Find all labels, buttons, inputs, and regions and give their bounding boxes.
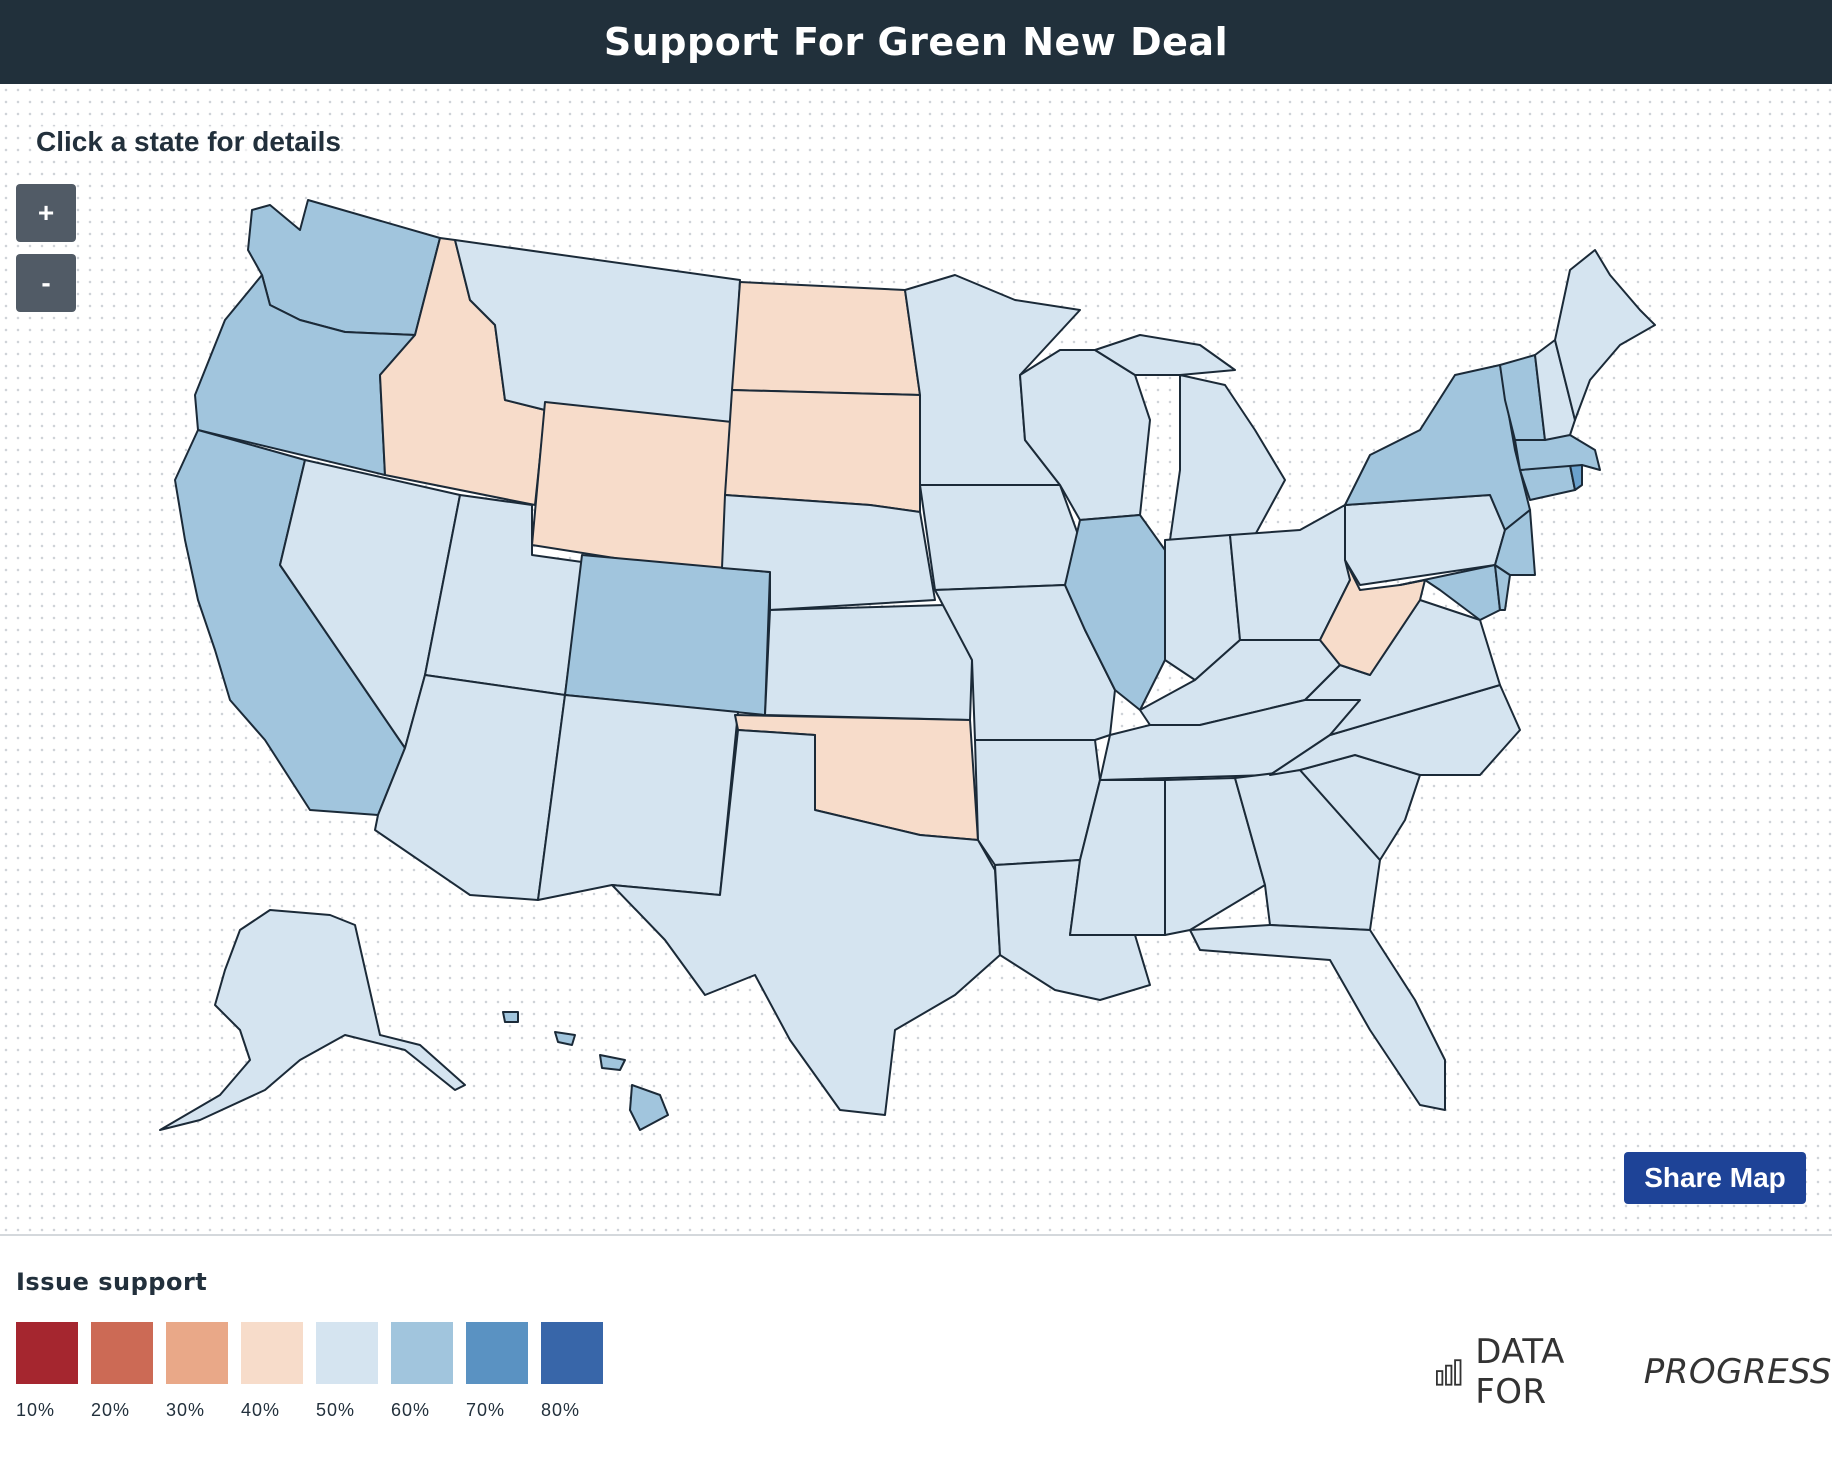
- brand-logo: DATA FOR PROGRESS: [1436, 1332, 1832, 1412]
- state-wyoming[interactable]: [531, 401, 733, 576]
- zoom-out-button[interactable]: -: [16, 254, 76, 312]
- legend-label: 50%: [316, 1400, 356, 1420]
- state-vermont[interactable]: [1499, 354, 1546, 441]
- legend-swatch: [241, 1322, 303, 1384]
- state-michigan-up[interactable]: [1094, 334, 1236, 376]
- state-new-mexico[interactable]: [537, 694, 739, 901]
- state-alaska[interactable]: [159, 909, 466, 1131]
- state-iowa[interactable]: [919, 484, 1081, 591]
- state-maine[interactable]: [1554, 249, 1656, 421]
- legend-swatch: [541, 1322, 603, 1384]
- legend-label: 10%: [16, 1400, 56, 1420]
- state-hawaii-oahu[interactable]: [554, 1031, 576, 1046]
- legend-label: 30%: [166, 1400, 206, 1420]
- legend-label: 60%: [391, 1400, 431, 1420]
- state-arkansas[interactable]: [974, 739, 1101, 866]
- legend-swatch: [316, 1322, 378, 1384]
- state-hawaii-kauai[interactable]: [502, 1011, 519, 1023]
- map-hint: Click a state for details: [36, 126, 342, 158]
- zoom-in-button[interactable]: +: [16, 184, 76, 242]
- share-map-button[interactable]: Share Map: [1624, 1152, 1806, 1204]
- us-map[interactable]: [0, 84, 1832, 1234]
- state-michigan[interactable]: [1169, 374, 1286, 541]
- bar-chart-icon: [1436, 1359, 1462, 1386]
- legend-swatch: [91, 1322, 153, 1384]
- state-kansas[interactable]: [764, 604, 973, 721]
- legend-swatch: [391, 1322, 453, 1384]
- state-north-dakota[interactable]: [731, 281, 921, 396]
- legend-label: 80%: [541, 1400, 581, 1420]
- state-new-hampshire[interactable]: [1534, 339, 1576, 441]
- state-hawaii[interactable]: [629, 1084, 669, 1131]
- legend-label: 40%: [241, 1400, 281, 1420]
- legend-label: 70%: [466, 1400, 506, 1420]
- legend-title: Issue support: [16, 1268, 208, 1296]
- legend-swatch: [16, 1322, 78, 1384]
- legend-swatch: [166, 1322, 228, 1384]
- legend-label: 20%: [91, 1400, 131, 1420]
- state-alabama[interactable]: [1164, 777, 1266, 936]
- map-area[interactable]: Click a state for details + - Share Map: [0, 84, 1832, 1236]
- state-wisconsin[interactable]: [1019, 349, 1151, 521]
- state-florida[interactable]: [1189, 924, 1446, 1111]
- state-nebraska[interactable]: [721, 494, 936, 611]
- brand-text-part1: DATA FOR: [1475, 1332, 1565, 1412]
- page-title: Support For Green New Deal: [603, 20, 1229, 64]
- legend-swatch: [466, 1322, 528, 1384]
- state-hawaii-maui[interactable]: [599, 1054, 626, 1071]
- state-new-jersey[interactable]: [1494, 509, 1536, 576]
- state-south-dakota[interactable]: [724, 389, 921, 513]
- brand-text-part2: PROGRESS: [1643, 1352, 1832, 1392]
- state-texas[interactable]: [611, 729, 1001, 1116]
- state-colorado[interactable]: [564, 554, 771, 716]
- app-header: Support For Green New Deal: [0, 0, 1832, 84]
